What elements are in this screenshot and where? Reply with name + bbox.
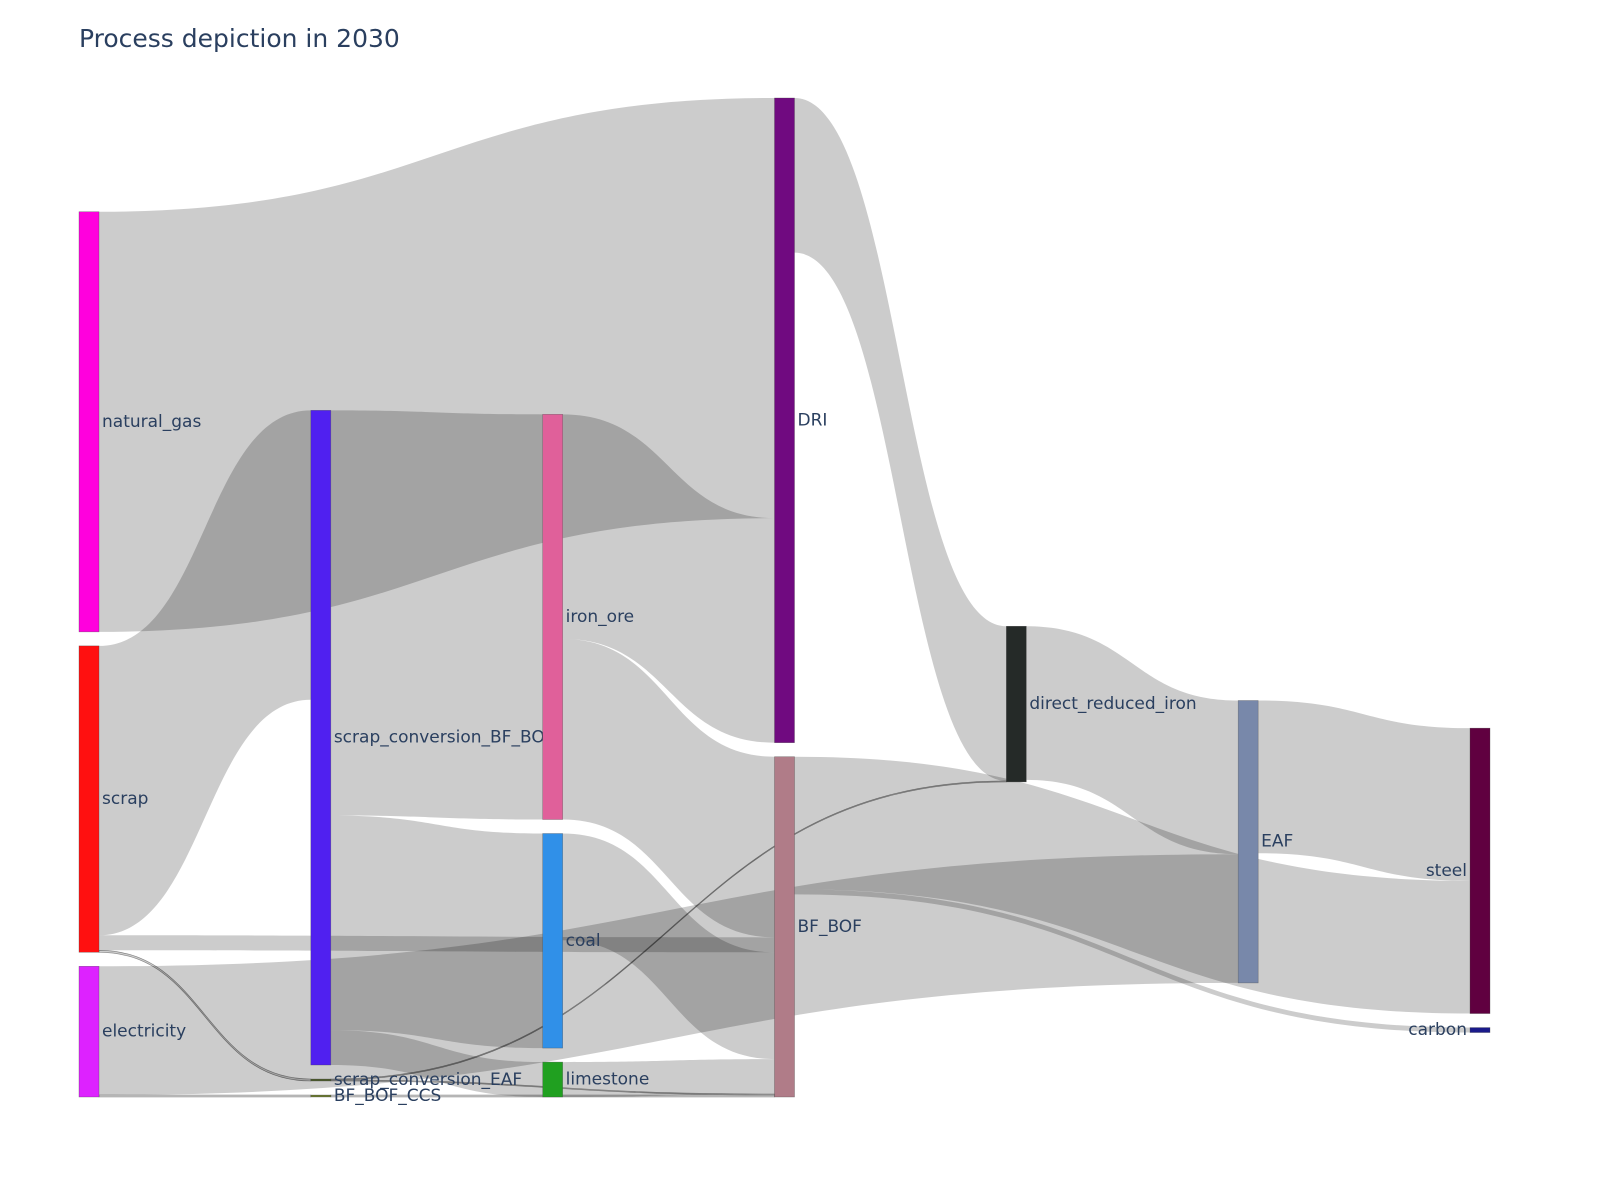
- link: [330, 815, 543, 1049]
- link: [794, 98, 1007, 781]
- link: [98, 1094, 312, 1098]
- node: [310, 1078, 332, 1082]
- chart-title: Process depiction in 2030: [79, 24, 400, 53]
- link: [99, 410, 311, 936]
- node-label: natural_gas: [102, 412, 201, 432]
- node: [774, 756, 795, 1098]
- link: [794, 756, 1470, 1014]
- link: [330, 1030, 543, 1097]
- node-label: iron_ore: [566, 607, 635, 627]
- link: [1026, 626, 1239, 855]
- node-label: BF_BOF_CCS: [334, 1086, 442, 1106]
- link: [562, 638, 775, 938]
- node: [1006, 625, 1027, 783]
- link: [794, 889, 1470, 1033]
- links: [98, 98, 1470, 1098]
- node-label: scrap_conversion_EAF: [334, 1070, 522, 1090]
- link: [1258, 700, 1470, 881]
- node-label: steel: [1426, 861, 1467, 881]
- node: [542, 833, 563, 1049]
- link: [562, 414, 775, 743]
- link: [99, 935, 775, 953]
- node: [310, 410, 332, 1066]
- node-label: carbon: [1408, 1020, 1467, 1040]
- link: [99, 854, 1239, 1096]
- node: [774, 97, 795, 743]
- node: [78, 645, 100, 953]
- link: [562, 1059, 775, 1097]
- link: [330, 410, 543, 820]
- node: [310, 1094, 332, 1098]
- node-label: DRI: [798, 410, 828, 430]
- node-label: BF_BOF: [798, 917, 862, 937]
- link: [99, 98, 775, 632]
- node-label: coal: [566, 931, 601, 951]
- node: [1469, 727, 1491, 1014]
- node-label: EAF: [1261, 832, 1293, 852]
- node: [542, 1061, 563, 1098]
- node-label: scrap_conversion_BF_BOF: [334, 728, 555, 748]
- node: [542, 414, 563, 820]
- link: [562, 833, 775, 1060]
- node: [1237, 700, 1259, 984]
- node-label: limestone: [566, 1070, 650, 1090]
- node: [78, 966, 100, 1098]
- node-label: electricity: [102, 1022, 186, 1042]
- node-label: scrap: [102, 789, 148, 809]
- node-label: direct_reduced_iron: [1029, 694, 1196, 714]
- node: [78, 211, 100, 633]
- node: [1469, 1027, 1491, 1033]
